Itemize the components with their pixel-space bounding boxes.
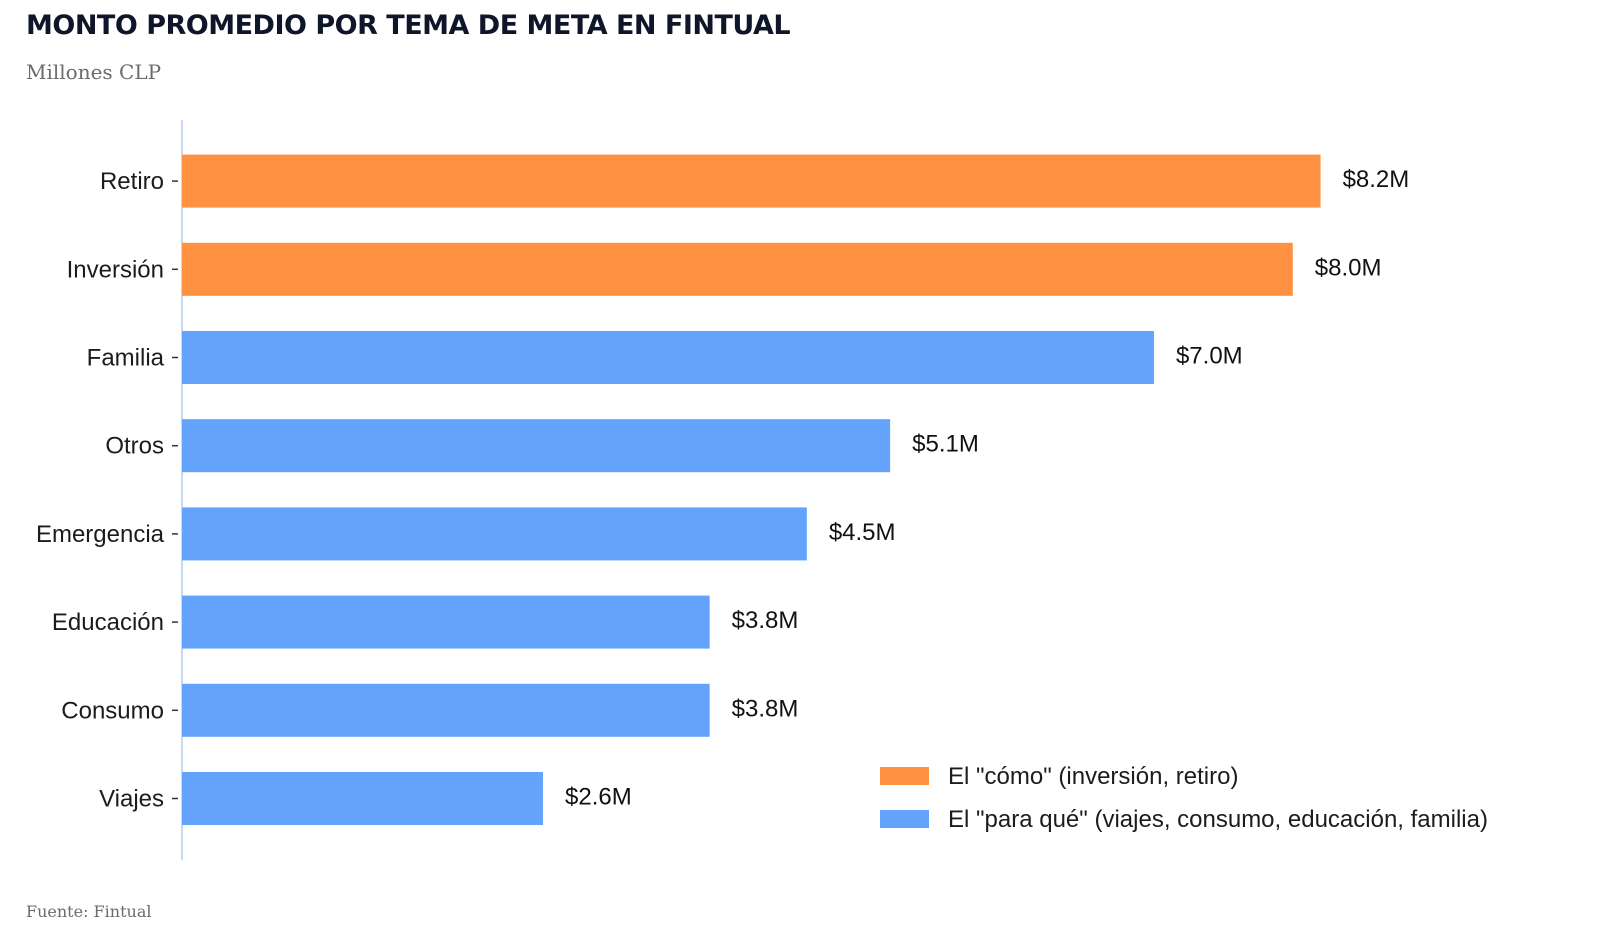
y-tick-label: Retiro [100,168,164,195]
bar-emergencia [182,507,807,561]
bar-value-label: $8.2M [1343,166,1410,193]
bar-inversion [182,242,1293,296]
y-tick-label: Consumo [61,697,164,724]
legend-swatch-como [880,767,929,785]
y-tick-label: Educación [52,609,164,636]
y-tick-label: Familia [87,345,165,372]
y-tick-label: Otros [105,433,164,460]
bar-familia [182,331,1154,384]
legend-swatch-para-que [880,810,929,828]
bar-value-label: $5.1M [912,431,979,458]
legend-label-para-que: El "para qué" (viajes, consumo, educació… [948,806,1488,833]
bar-retiro [182,154,1321,208]
bar-value-label: $3.8M [732,607,799,634]
y-tick-label: Emergencia [36,521,165,548]
bar-consumo [182,683,710,737]
bar-value-label: $3.8M [732,695,799,722]
chart-title: MONTO PROMEDIO POR TEMA DE META EN FINTU… [26,10,791,41]
bar-value-label: $4.5M [829,519,896,546]
bar-viajes [182,772,544,825]
bar-value-label: $7.0M [1176,343,1243,370]
bar-otros [182,419,891,473]
y-tick-label: Viajes [99,786,164,813]
bar-educacion [182,595,710,649]
bar-value-label: $8.0M [1315,254,1382,281]
y-tick-label: Inversión [67,256,164,283]
legend-label-como: El "cómo" (inversión, retiro) [948,763,1238,790]
chart-source: Fuente: Fintual [26,902,152,921]
bar-value-label: $2.6M [565,784,632,811]
chart-subtitle: Millones CLP [26,60,162,84]
